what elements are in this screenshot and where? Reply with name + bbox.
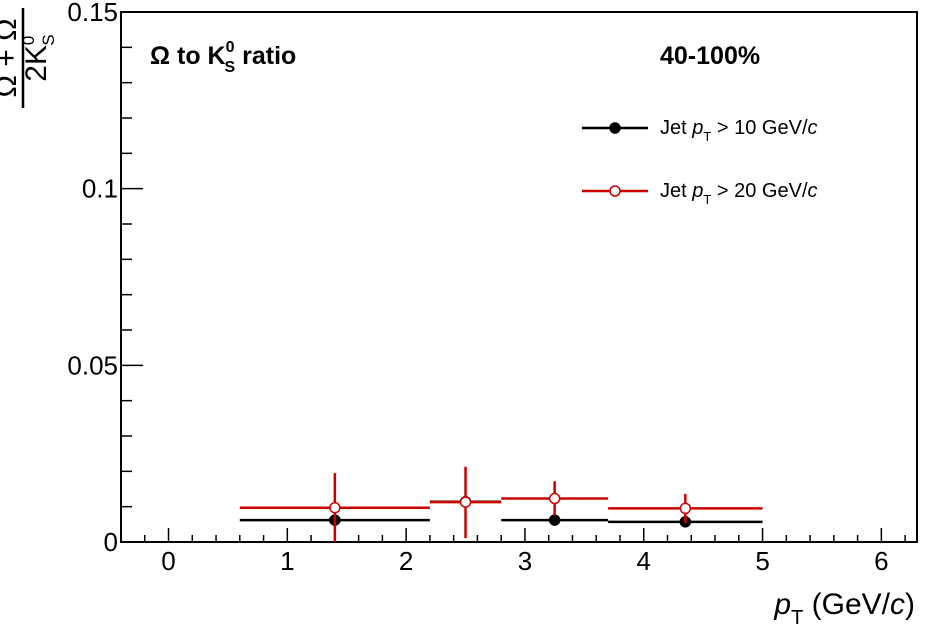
legend-marker-jet20 bbox=[609, 185, 621, 197]
data-point bbox=[548, 492, 561, 505]
x-tick-label: 1 bbox=[280, 546, 294, 576]
x-tick-label: 3 bbox=[518, 546, 532, 576]
y-axis-denominator: 2K0S bbox=[19, 34, 58, 82]
y-tick-label: 0.15 bbox=[67, 0, 118, 27]
x-tick-label: 2 bbox=[399, 546, 413, 576]
x-axis-title: pT (GeV/c) bbox=[773, 588, 915, 629]
y-tick-label: 0 bbox=[104, 527, 118, 557]
data-point bbox=[459, 496, 472, 508]
data-point bbox=[329, 501, 341, 514]
series-jet-pt-20 bbox=[239, 466, 763, 542]
legend-marker-jet10 bbox=[609, 122, 621, 134]
y-tick-label: 0.1 bbox=[82, 174, 118, 204]
data-series bbox=[239, 466, 763, 542]
legend-label-jet10: Jet pT > 10 GeV/c bbox=[660, 117, 818, 144]
x-tick-label: 6 bbox=[874, 546, 888, 576]
tick-labels: 0 1 2 3 4 5 6 0 0.05 0.1 0.15 bbox=[67, 0, 888, 576]
legend: Jet pT > 10 GeV/c Jet pT > 20 GeV/c bbox=[582, 117, 818, 207]
y-tick-label: 0.05 bbox=[67, 350, 118, 380]
data-point bbox=[548, 514, 561, 526]
plot-frame bbox=[120, 11, 918, 543]
legend-label-jet20: Jet pT > 20 GeV/c bbox=[660, 180, 818, 207]
x-tick-label: 5 bbox=[755, 546, 769, 576]
chart-title: Ω to K0 S ratio bbox=[150, 39, 296, 76]
centrality-label: 40-100% bbox=[660, 42, 760, 70]
y-axis-title: Ω + Ω 2K0S bbox=[0, 8, 58, 108]
x-tick-label: 0 bbox=[161, 546, 175, 576]
axis-ticks bbox=[120, 11, 906, 543]
x-tick-label: 4 bbox=[637, 546, 651, 576]
y-axis-numerator: Ω + Ω bbox=[0, 18, 23, 97]
data-point bbox=[679, 502, 692, 515]
